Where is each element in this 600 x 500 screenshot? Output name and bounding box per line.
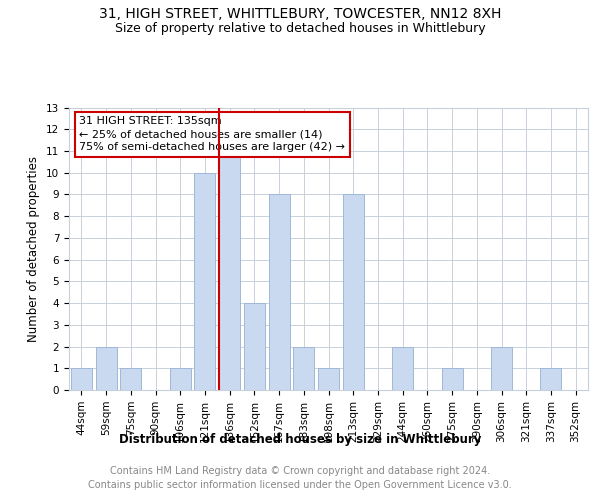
Bar	[491, 346, 512, 390]
Bar	[71, 368, 92, 390]
Bar	[219, 151, 240, 390]
Bar	[293, 346, 314, 390]
Bar	[343, 194, 364, 390]
Bar	[442, 368, 463, 390]
Text: Contains HM Land Registry data © Crown copyright and database right 2024.: Contains HM Land Registry data © Crown c…	[110, 466, 490, 476]
Text: Contains public sector information licensed under the Open Government Licence v3: Contains public sector information licen…	[88, 480, 512, 490]
Text: 31 HIGH STREET: 135sqm
← 25% of detached houses are smaller (14)
75% of semi-det: 31 HIGH STREET: 135sqm ← 25% of detached…	[79, 116, 346, 152]
Bar	[392, 346, 413, 390]
Bar	[269, 194, 290, 390]
Text: Size of property relative to detached houses in Whittlebury: Size of property relative to detached ho…	[115, 22, 485, 35]
Bar	[95, 346, 116, 390]
Bar	[120, 368, 141, 390]
Text: Distribution of detached houses by size in Whittlebury: Distribution of detached houses by size …	[119, 432, 481, 446]
Bar	[244, 303, 265, 390]
Y-axis label: Number of detached properties: Number of detached properties	[28, 156, 40, 342]
Bar	[170, 368, 191, 390]
Bar	[194, 172, 215, 390]
Bar	[541, 368, 562, 390]
Bar	[318, 368, 339, 390]
Text: 31, HIGH STREET, WHITTLEBURY, TOWCESTER, NN12 8XH: 31, HIGH STREET, WHITTLEBURY, TOWCESTER,…	[99, 8, 501, 22]
